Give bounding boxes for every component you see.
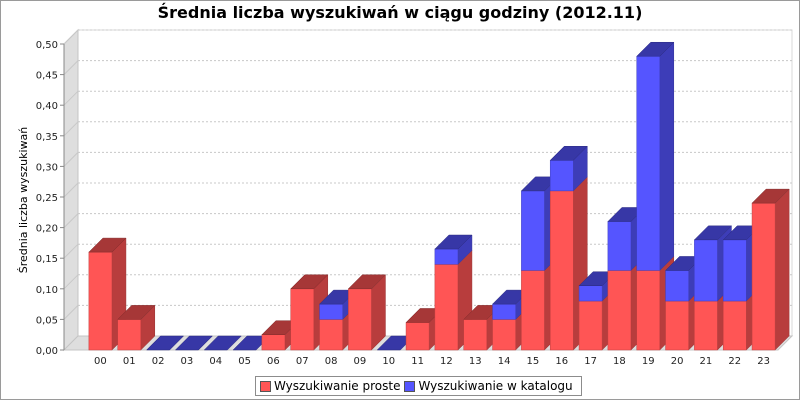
legend-swatch bbox=[260, 381, 271, 392]
x-tick-label: 07 bbox=[296, 356, 309, 367]
y-tick-label: 0,50 bbox=[36, 40, 58, 51]
x-tick-label: 14 bbox=[498, 356, 511, 367]
x-tick-label: 13 bbox=[469, 356, 482, 367]
bar bbox=[637, 270, 660, 350]
bar bbox=[550, 160, 573, 191]
legend-item: Wyszukiwanie proste bbox=[260, 379, 400, 393]
x-tick-label: 18 bbox=[613, 356, 626, 367]
bar bbox=[291, 289, 314, 350]
legend-swatch bbox=[404, 381, 415, 392]
bar bbox=[608, 270, 631, 350]
bar-side bbox=[660, 42, 674, 270]
bar bbox=[579, 301, 602, 350]
y-tick-label: 0,05 bbox=[36, 315, 58, 326]
x-tick-label: 03 bbox=[181, 356, 194, 367]
x-tick-label: 09 bbox=[354, 356, 367, 367]
bar bbox=[320, 319, 343, 350]
bar bbox=[723, 240, 746, 301]
legend-item: Wyszukiwanie w katalogu bbox=[404, 379, 572, 393]
bar bbox=[493, 304, 516, 319]
x-tick-label: 05 bbox=[238, 356, 251, 367]
y-tick-label: 0,00 bbox=[36, 346, 58, 357]
bar bbox=[348, 289, 371, 350]
bar bbox=[118, 319, 141, 350]
y-tick-label: 0,10 bbox=[36, 285, 58, 296]
bar bbox=[464, 319, 487, 350]
bar bbox=[521, 270, 544, 350]
bar bbox=[521, 191, 544, 271]
bar bbox=[435, 264, 458, 350]
bar bbox=[608, 221, 631, 270]
bar bbox=[637, 56, 660, 270]
bar bbox=[694, 240, 717, 301]
x-tick-label: 11 bbox=[411, 356, 424, 367]
legend-label: Wyszukiwanie w katalogu bbox=[418, 379, 572, 393]
bar bbox=[435, 249, 458, 264]
bar bbox=[666, 270, 689, 301]
y-tick-label: 0,15 bbox=[36, 254, 58, 265]
x-tick-label: 21 bbox=[700, 356, 713, 367]
x-tick-label: 19 bbox=[642, 356, 655, 367]
x-tick-label: 06 bbox=[267, 356, 280, 367]
bar bbox=[579, 286, 602, 301]
y-tick-label: 0,35 bbox=[36, 132, 58, 143]
bar bbox=[550, 191, 573, 350]
x-tick-label: 04 bbox=[209, 356, 222, 367]
x-tick-label: 20 bbox=[671, 356, 684, 367]
y-tick-label: 0,25 bbox=[36, 193, 58, 204]
bar bbox=[694, 301, 717, 350]
bar bbox=[723, 301, 746, 350]
x-tick-label: 22 bbox=[728, 356, 741, 367]
bar bbox=[752, 203, 775, 350]
x-tick-label: 23 bbox=[757, 356, 770, 367]
bar bbox=[406, 322, 429, 350]
x-tick-label: 10 bbox=[382, 356, 395, 367]
x-tick-label: 16 bbox=[555, 356, 568, 367]
bar-side bbox=[775, 189, 789, 350]
x-tick-label: 12 bbox=[440, 356, 453, 367]
y-tick-label: 0,30 bbox=[36, 162, 58, 173]
y-tick-label: 0,40 bbox=[36, 101, 58, 112]
bar bbox=[666, 301, 689, 350]
y-tick-label: 0,45 bbox=[36, 71, 58, 82]
bar bbox=[493, 319, 516, 350]
legend: Wyszukiwanie proste Wyszukiwanie w katalo… bbox=[255, 376, 582, 396]
y-axis-label: Średnia liczba wyszukiwań bbox=[17, 127, 30, 274]
bar bbox=[262, 335, 285, 350]
x-tick-label: 00 bbox=[94, 356, 107, 367]
bar bbox=[320, 304, 343, 319]
legend-label: Wyszukiwanie proste bbox=[274, 379, 400, 393]
bar bbox=[89, 252, 112, 350]
x-tick-label: 02 bbox=[152, 356, 165, 367]
x-tick-label: 17 bbox=[584, 356, 597, 367]
x-tick-label: 01 bbox=[123, 356, 136, 367]
x-tick-label: 08 bbox=[325, 356, 338, 367]
y-tick-label: 0,20 bbox=[36, 224, 58, 235]
x-tick-label: 15 bbox=[527, 356, 540, 367]
